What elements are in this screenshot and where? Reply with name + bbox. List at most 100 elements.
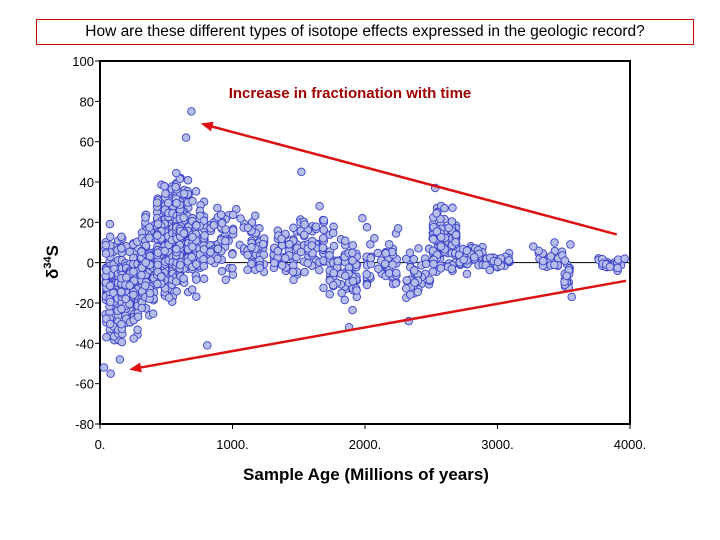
data-point <box>160 182 169 191</box>
data-point <box>534 246 543 256</box>
data-point <box>121 294 130 304</box>
data-point <box>187 107 196 116</box>
data-point <box>221 236 230 246</box>
data-point <box>164 293 174 302</box>
data-point <box>319 283 328 293</box>
data-point <box>179 189 189 198</box>
data-point <box>311 222 321 231</box>
y-tick-label: 0 <box>87 256 94 271</box>
data-point <box>200 231 209 240</box>
data-point <box>348 305 357 315</box>
data-point <box>373 248 383 258</box>
data-point <box>318 243 328 252</box>
data-point <box>106 369 115 378</box>
data-point <box>550 238 559 247</box>
data-point <box>329 280 338 290</box>
data-point <box>341 271 350 281</box>
data-point <box>228 226 238 235</box>
data-point <box>243 250 252 260</box>
data-point <box>129 334 138 343</box>
data-point <box>436 264 446 273</box>
data-point <box>300 230 309 240</box>
data-point <box>129 267 138 276</box>
data-point <box>188 232 197 242</box>
data-point <box>315 265 324 275</box>
data-point <box>172 198 181 208</box>
data-point <box>145 223 154 232</box>
data-point <box>358 214 367 223</box>
data-point <box>247 259 256 269</box>
data-point <box>410 278 419 287</box>
data-point <box>440 203 449 213</box>
data-point <box>209 220 219 230</box>
data-point <box>504 256 514 265</box>
data-point <box>106 297 115 307</box>
data-point <box>145 233 154 243</box>
data-point <box>470 252 479 262</box>
data-point <box>325 251 334 260</box>
data-point <box>421 259 431 269</box>
y-axis-label-superscript: 34 <box>42 256 54 269</box>
data-point <box>448 203 457 213</box>
data-point <box>560 256 570 265</box>
y-tick-label: -60 <box>75 377 94 392</box>
data-point <box>381 249 390 258</box>
y-tick-label: 80 <box>80 94 94 109</box>
data-point <box>493 257 503 267</box>
data-point <box>318 233 328 243</box>
data-point <box>258 239 268 249</box>
data-point <box>410 266 419 275</box>
data-point <box>148 309 158 319</box>
data-point <box>141 258 150 267</box>
data-point <box>605 262 615 272</box>
data-point <box>388 260 397 269</box>
data-point <box>362 270 371 279</box>
data-point <box>315 201 324 211</box>
data-point <box>319 216 329 225</box>
data-point <box>391 279 401 288</box>
data-point <box>117 304 126 314</box>
trend-arrow-head <box>200 121 214 132</box>
data-point <box>250 211 260 221</box>
data-point <box>161 189 170 198</box>
data-point <box>188 242 197 251</box>
data-point <box>401 284 411 293</box>
data-point <box>192 292 201 301</box>
data-point <box>213 244 223 254</box>
trend-arrow-head <box>129 362 142 373</box>
data-point <box>362 280 372 290</box>
data-point <box>181 133 191 142</box>
data-point <box>192 221 201 230</box>
data-point <box>567 292 576 302</box>
data-point <box>288 267 298 277</box>
data-point <box>300 220 309 229</box>
data-point <box>370 233 379 243</box>
data-point <box>117 243 126 253</box>
data-point <box>341 236 350 246</box>
data-point <box>289 223 298 233</box>
data-point <box>137 247 146 256</box>
data-point <box>191 187 201 196</box>
data-point <box>129 290 138 300</box>
data-point <box>319 225 328 235</box>
data-point <box>401 254 411 264</box>
data-point <box>613 263 622 273</box>
x-tick-label: 3000. <box>481 437 514 452</box>
data-point <box>333 257 342 266</box>
x-axis-ticks: 0. 1000. 2000. 3000. 4000. <box>95 424 646 452</box>
y-tick-label: 40 <box>80 175 94 190</box>
data-point <box>428 234 438 244</box>
data-point <box>462 269 472 279</box>
y-tick-label: -40 <box>75 336 94 351</box>
data-point <box>179 213 188 223</box>
data-point <box>192 260 201 269</box>
data-point <box>172 287 181 296</box>
data-point <box>206 256 215 265</box>
data-point <box>385 268 394 278</box>
data-point <box>297 167 306 177</box>
data-point <box>141 281 150 290</box>
trend-arrows <box>129 121 627 373</box>
x-tick-label: 1000. <box>216 437 249 452</box>
data-point <box>425 275 434 284</box>
